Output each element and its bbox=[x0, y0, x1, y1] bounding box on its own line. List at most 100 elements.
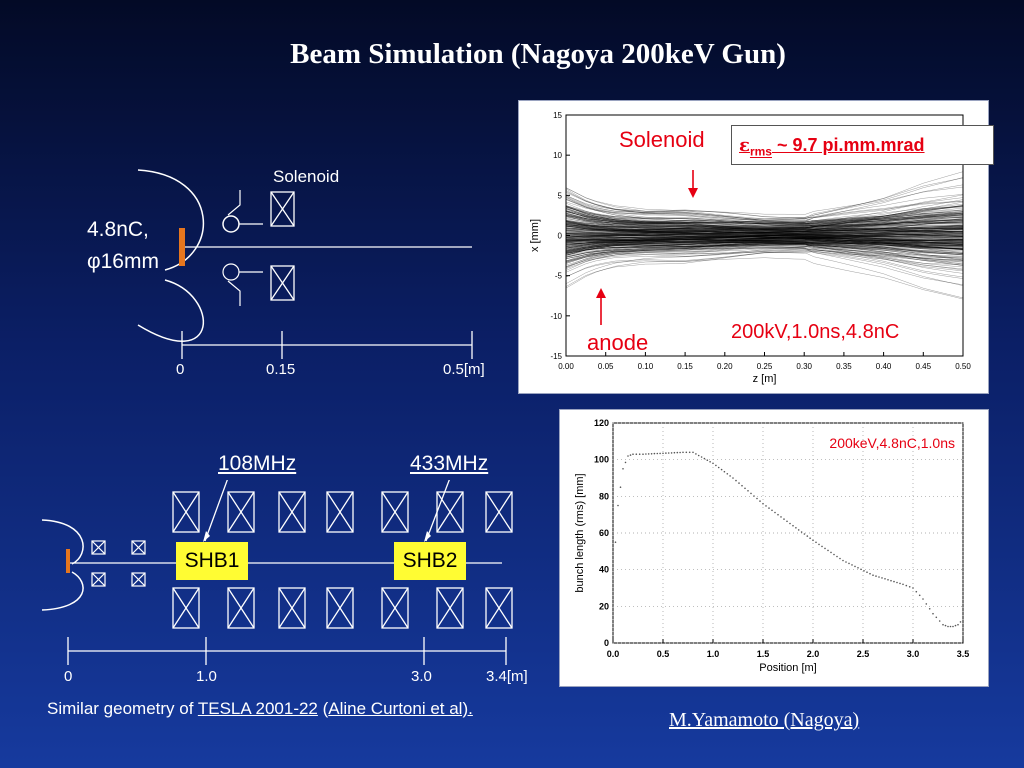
beamline-ruler bbox=[67, 637, 507, 665]
reference-line: Similar geometry of TESLA 2001-22 (Aline… bbox=[47, 699, 473, 719]
data-point bbox=[735, 479, 737, 482]
y-tick-label: 60 bbox=[599, 528, 609, 538]
data-point bbox=[932, 612, 934, 615]
beamline-tick-1: 1.0 bbox=[196, 668, 217, 685]
data-point bbox=[887, 579, 889, 581]
solenoid-coil bbox=[172, 491, 200, 533]
trajectory-trace bbox=[565, 207, 964, 224]
data-point bbox=[642, 453, 644, 455]
trajectory-trace bbox=[565, 240, 964, 255]
data-point bbox=[753, 495, 755, 497]
plot-frame bbox=[612, 422, 964, 644]
data-point bbox=[954, 624, 957, 627]
data-point bbox=[679, 451, 681, 454]
x-tick-label: 0.0 bbox=[607, 649, 620, 659]
data-point bbox=[706, 459, 709, 461]
data-point bbox=[629, 454, 632, 456]
data-point bbox=[703, 457, 706, 460]
trajectory-trace bbox=[565, 245, 964, 271]
ruler-tick-05: 0.5[m] bbox=[443, 361, 485, 378]
data-point bbox=[688, 451, 691, 454]
data-point bbox=[878, 576, 880, 578]
solenoid-annotation: Solenoid bbox=[619, 127, 705, 152]
data-point bbox=[695, 453, 697, 455]
trajectory-trace bbox=[565, 177, 964, 215]
data-point bbox=[619, 486, 622, 488]
data-point bbox=[744, 487, 746, 490]
y-tick-label: -10 bbox=[550, 312, 562, 321]
trajectory-trace bbox=[565, 240, 964, 252]
author-credit[interactable]: M.Yamamoto (Nagoya) bbox=[669, 709, 860, 731]
trajectory-trace bbox=[565, 198, 964, 225]
reference-prefix: Similar geometry of bbox=[47, 699, 198, 718]
data-point bbox=[632, 453, 634, 455]
data-point bbox=[851, 564, 853, 566]
trajectory-trace bbox=[565, 207, 964, 228]
data-point bbox=[780, 516, 782, 518]
data-point bbox=[662, 452, 664, 455]
data-point bbox=[899, 582, 901, 585]
x-tick-label: 0.45 bbox=[916, 362, 932, 371]
trajectory-trace bbox=[565, 233, 964, 239]
small-solenoid-coil bbox=[91, 572, 106, 587]
data-point bbox=[812, 539, 814, 542]
x-tick-label: 0.30 bbox=[796, 362, 812, 371]
data-point bbox=[809, 537, 811, 539]
y-tick-label: 0 bbox=[604, 638, 609, 648]
x-tick-label: 0.35 bbox=[836, 362, 852, 371]
data-point bbox=[827, 549, 829, 552]
data-point bbox=[717, 466, 720, 469]
data-point bbox=[614, 541, 617, 543]
trajectory-trace bbox=[565, 238, 964, 250]
trajectory-trace bbox=[565, 215, 964, 230]
data-point bbox=[612, 578, 614, 580]
data-point bbox=[741, 484, 743, 487]
data-point bbox=[833, 553, 835, 556]
data-point bbox=[925, 603, 928, 605]
data-point bbox=[905, 584, 908, 587]
trajectory-trace bbox=[565, 194, 964, 222]
data-point bbox=[957, 623, 959, 626]
shb1-cavity bbox=[176, 542, 248, 580]
page-title: Beam Simulation (Nagoya 200keV Gun) bbox=[290, 38, 786, 70]
ruler bbox=[181, 331, 473, 359]
solenoid-coil bbox=[227, 587, 255, 629]
data-point bbox=[839, 557, 841, 560]
shb2-label: SHB2 bbox=[402, 549, 458, 572]
trajectory-trace bbox=[565, 234, 964, 239]
trajectory-trace bbox=[565, 197, 964, 222]
data-point bbox=[947, 625, 949, 628]
trajectory-trace bbox=[565, 171, 964, 219]
trajectory-trace bbox=[565, 232, 964, 237]
solenoid-coil bbox=[278, 587, 306, 629]
trajectory-trace bbox=[565, 227, 964, 235]
tesla-reference-link[interactable]: TESLA 2001-22 bbox=[197, 699, 318, 718]
data-point bbox=[890, 579, 892, 582]
data-point bbox=[918, 594, 921, 597]
trajectory-trace bbox=[565, 221, 964, 234]
emittance-label: εrms ~ 9.7 pi.mm.mrad bbox=[739, 135, 925, 159]
trajectory-trace bbox=[565, 221, 964, 231]
trajectory-trace bbox=[565, 242, 964, 259]
data-point bbox=[659, 452, 661, 455]
curtoni-reference-link[interactable]: Aline Curtoni et al). bbox=[328, 699, 473, 718]
small-solenoid-coil bbox=[91, 540, 106, 555]
small-solenoid-coil bbox=[131, 540, 146, 555]
solenoid-coil bbox=[278, 491, 306, 533]
bunch-length-chart: 0.0 0.5 1.0 1.5 2.0 2.5 3.0 3.5 120 100 80 60 40 20 0 P… bbox=[574, 418, 969, 674]
x-tick-label: 0.10 bbox=[638, 362, 654, 371]
trajectory-trace bbox=[565, 228, 964, 234]
y-axis-label: bunch length (rms) [mm] bbox=[574, 473, 586, 592]
trajectory-trace bbox=[565, 186, 964, 219]
solenoid-coil bbox=[172, 587, 200, 629]
y-tick-label: -5 bbox=[555, 272, 563, 281]
solenoid-label: Solenoid bbox=[273, 167, 340, 186]
data-point bbox=[715, 464, 717, 467]
data-point bbox=[908, 586, 911, 588]
ruler-tick-015: 0.15 bbox=[266, 361, 296, 378]
data-point bbox=[665, 452, 667, 454]
trajectory-trace bbox=[565, 247, 964, 269]
data-point bbox=[872, 574, 874, 576]
data-point bbox=[656, 452, 659, 455]
data-point bbox=[653, 452, 656, 455]
